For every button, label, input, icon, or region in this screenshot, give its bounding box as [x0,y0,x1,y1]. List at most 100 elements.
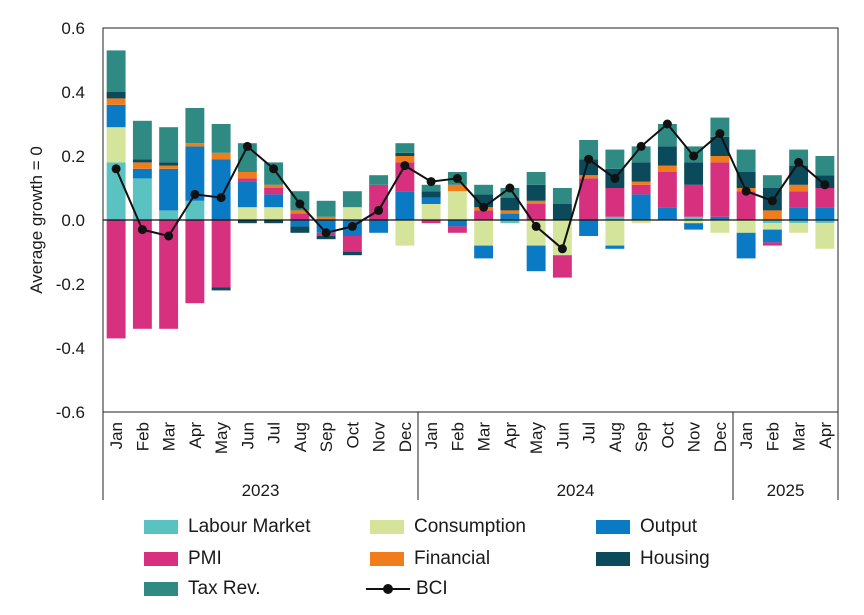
bar-financial-4 [211,152,231,160]
bar-consumption-13 [447,191,467,220]
bar-consumption-27 [815,223,835,249]
bar-tax-rev-4 [211,124,231,153]
legend-label-pmi: PMI [188,548,222,569]
bar-pmi-6 [264,188,284,195]
bar-pmi-26 [789,191,809,208]
bar-financial-11 [395,156,415,163]
bci-point-27 [820,180,830,190]
legend-swatch-housing [596,552,630,566]
legend-swatch-bci [366,582,410,596]
bar-financial-26 [789,184,809,192]
x-tick-label: Jan [422,422,441,449]
x-tick-label: Jul [265,422,284,444]
bci-point-11 [400,161,410,171]
x-tick-label: May [527,422,546,455]
bar-pmi-18 [579,178,599,220]
x-tick-label: Feb [763,422,782,451]
bar-tax-rev-14 [474,184,494,195]
bar-tax-rev-8 [316,200,336,217]
bci-point-0 [111,164,121,174]
legend-label-bci: BCI [416,578,448,599]
x-tick-label: Apr [501,422,520,449]
bci-point-20 [636,141,646,151]
x-tick-label: Apr [816,422,835,449]
legend-swatch-consumption [370,520,404,534]
bar-housing-1 [132,159,152,163]
bar-output-1 [132,168,152,179]
bar-housing-4 [211,287,231,291]
bci-point-13 [452,173,462,183]
bar-consumption-12 [421,204,441,220]
x-tick-label: Sep [317,422,336,452]
bar-tax-rev-24 [736,149,756,172]
bci-point-18 [584,154,594,164]
bar-housing-11 [395,152,415,156]
bar-housing-15 [500,197,520,211]
bar-pmi-2 [159,220,179,329]
bci-point-21 [662,119,672,129]
bar-output-5 [237,181,257,208]
bar-output-7 [290,220,310,227]
legend-label-output: Output [640,516,698,537]
bar-financial-23 [710,156,730,163]
bar-financial-7 [290,210,310,214]
x-tick-label: Jul [580,422,599,444]
legend-item-financial: Financial [370,548,490,570]
bar-output-3 [185,146,205,201]
bar-labour-market-26 [789,220,809,224]
x-tick-label: Nov [370,422,389,453]
bar-financial-5 [237,172,257,179]
y-tick-label: -0.6 [56,403,85,422]
bar-consumption-17 [552,220,572,256]
bar-financial-25 [762,210,782,220]
bar-output-0 [106,104,126,128]
bar-financial-0 [106,98,126,105]
legend-swatch-labour-market [144,520,178,534]
bar-consumption-16 [526,220,546,246]
y-tick-label: 0.2 [61,147,85,166]
bar-pmi-7 [290,213,310,220]
x-tick-label: Aug [291,422,310,452]
bar-tax-rev-3 [185,108,205,144]
bar-financial-3 [185,143,205,147]
x-tick-label: Jun [553,422,572,449]
x-tick-label: Mar [160,422,179,452]
bar-pmi-14 [474,210,494,220]
legend-label-labour-market: Labour Market [188,516,311,537]
x-tick-label: Dec [396,422,415,453]
bar-output-20 [631,194,651,220]
bar-housing-22 [684,162,704,185]
x-tick-label: Sep [632,422,651,452]
bar-tax-rev-12 [421,184,441,192]
bci-point-4 [216,193,226,203]
legend-item-tax-rev: Tax Rev. [144,578,261,600]
bar-output-2 [159,168,179,211]
bar-consumption-23 [710,220,730,233]
x-tick-label: Jun [238,422,257,449]
bar-output-4 [211,159,231,220]
bar-consumption-11 [395,220,415,246]
plot-area: 0.6 0.4 0.2 0.0 -0.2 -0.4 -0.6 Jan Feb Mar Apr May J… [56,19,839,500]
bar-consumption-0 [106,127,126,163]
bci-point-5 [242,141,252,151]
legend-label-tax-rev: Tax Rev. [188,578,261,599]
bar-tax-rev-6 [264,162,284,185]
bar-pmi-23 [710,162,730,217]
y-tick-label: -0.4 [56,339,85,358]
bar-financial-18 [579,175,599,179]
bar-consumption-22 [684,220,704,224]
bar-pmi-12 [421,220,441,224]
bar-output-13 [447,220,467,227]
bar-consumption-20 [631,220,651,224]
bci-point-3 [190,189,200,199]
bar-tax-rev-26 [789,149,809,166]
bar-pmi-19 [605,188,625,217]
bar-consumption-6 [264,207,284,220]
bar-output-21 [657,207,677,220]
bar-labour-market-22 [684,216,704,220]
bci-line [115,122,826,251]
bar-pmi-24 [736,191,756,220]
bar-pmi-0 [106,220,126,339]
bar-labour-market-1 [132,178,152,220]
